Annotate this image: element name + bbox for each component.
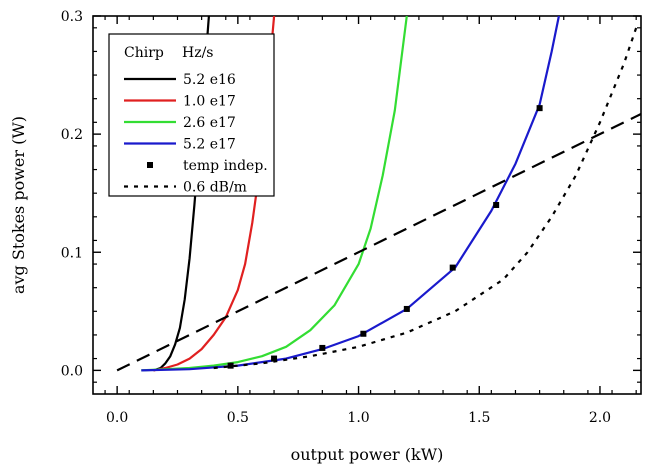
data-point-temp-indep [319,344,326,351]
x-tick-label: 2.0 [589,410,611,426]
x-tick-label: 0.0 [106,410,128,426]
y-tick-label: 0.3 [61,9,83,25]
legend-label-temp-indep: temp indep. [183,158,268,174]
y-tick-label: 0.1 [61,245,83,261]
data-point-temp-indep [403,305,410,312]
y-tick-label: 0.2 [61,127,83,143]
data-point-temp-indep [536,105,543,112]
legend-title-units: Hz/s [182,45,214,61]
legend: Chirp Hz/s 5.2 e16 1.0 e17 2.6 e17 5.2 e17 t… [108,33,275,197]
series-line-0-6-db-m [213,27,638,370]
legend-label-2-6-e17: 2.6 e17 [183,115,236,131]
legend-swatch-temp-indep [147,162,153,168]
axis-ticks: 0.0 0.5 1.0 1.5 2.0 0.0 0.1 0.2 0.3 [61,9,641,426]
data-point-temp-indep [493,202,500,208]
legend-title-chirp: Chirp [124,45,164,61]
x-axis-title: output power (kW) [291,445,444,464]
legend-label-5-2-e17: 5.2 e17 [183,137,236,153]
y-tick-label: 0.0 [61,363,83,379]
plot-frame [92,15,642,395]
series-line-2-6-e17 [141,16,408,372]
series-layer [116,16,641,372]
x-tick-label: 1.0 [347,410,369,426]
legend-label-0-6-db-m: 0.6 dB/m [183,180,247,196]
series-line-reference [116,113,641,372]
y-axis-title: avg Stokes power (W) [9,116,28,294]
legend-box [108,33,275,197]
data-point-temp-indep [449,264,456,271]
legend-label-5-2-e16: 5.2 e16 [183,72,236,88]
data-point-temp-indep [271,355,278,362]
data-point-temp-indep [227,362,234,369]
data-point-temp-indep [360,330,367,337]
x-tick-label: 1.5 [468,410,490,426]
x-tick-label: 0.5 [227,410,249,426]
legend-label-1-0-e17: 1.0 e17 [183,94,236,110]
